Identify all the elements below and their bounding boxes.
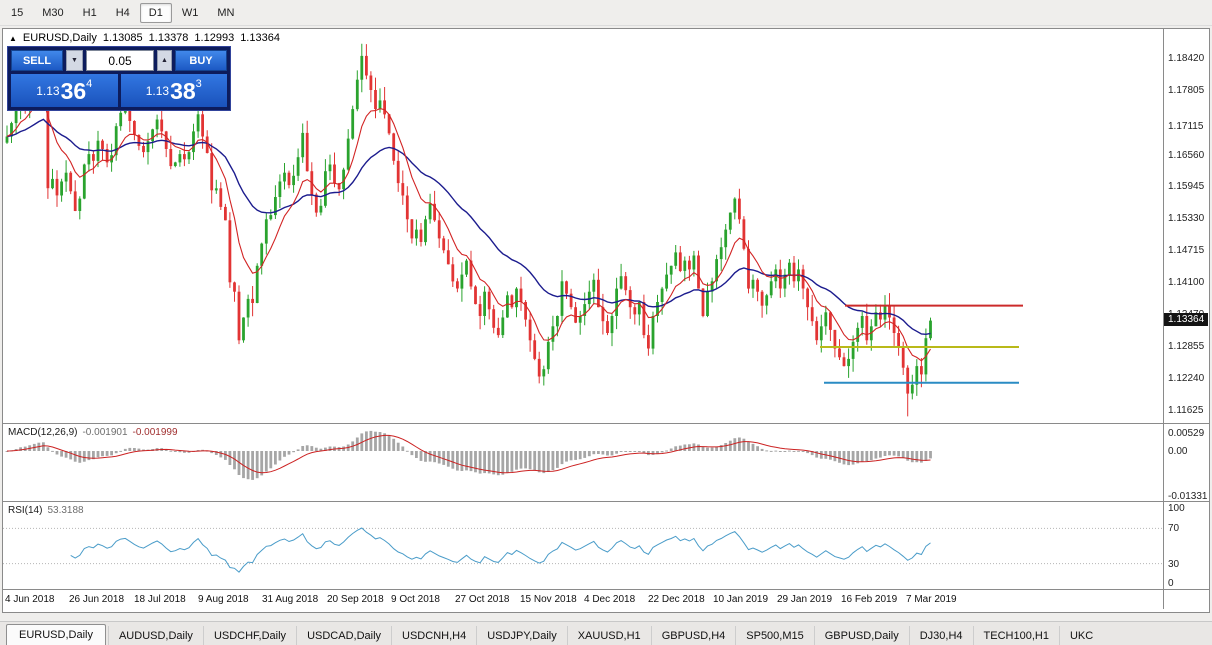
price-tick: 1.16560	[1168, 150, 1204, 161]
buy-price-point: 3	[196, 78, 202, 90]
price-tick: 1.14715	[1168, 245, 1204, 256]
chart-window: ▲ EURUSD,Daily 1.13085 1.13378 1.12993 1…	[2, 28, 1210, 613]
chart-tab-gbpusd-daily[interactable]: GBPUSD,Daily	[814, 626, 909, 645]
macd-pane: MACD(12,26,9)-0.001901-0.001999 0.005290…	[3, 423, 1209, 501]
date-tick: 16 Feb 2019	[841, 594, 897, 605]
rsi-tick: 30	[1168, 559, 1179, 570]
chart-tab-usdcad-daily[interactable]: USDCAD,Daily	[296, 626, 391, 645]
date-tick: 9 Aug 2018	[198, 594, 249, 605]
time-axis-corner	[1163, 590, 1209, 609]
rsi-axis: 100 70 30 0	[1163, 502, 1209, 589]
chart-symbol-label: EURUSD,Daily	[23, 32, 97, 44]
rsi-pane: RSI(14) 53.3188 100 70 30 0	[3, 501, 1209, 589]
chart-tab-sp500-m15[interactable]: SP500,M15	[735, 626, 813, 645]
price-tick: 1.11625	[1168, 405, 1203, 416]
price-tick: 1.17115	[1168, 121, 1203, 132]
volume-increase-button[interactable]: ▲	[157, 50, 172, 71]
price-chart-pane[interactable]: ▲ EURUSD,Daily 1.13085 1.13378 1.12993 1…	[3, 29, 1209, 423]
date-tick: 18 Jul 2018	[134, 594, 186, 605]
chart-tab-audusd-daily[interactable]: AUDUSD,Daily	[108, 626, 203, 645]
date-tick: 31 Aug 2018	[262, 594, 318, 605]
time-axis: 4 Jun 2018 26 Jun 2018 18 Jul 2018 9 Aug 20…	[3, 589, 1209, 609]
buy-price-display[interactable]: 1.13 38 3	[121, 74, 228, 107]
sell-price-prefix: 1.13	[36, 84, 59, 98]
timeframe-button-w1[interactable]: W1	[173, 3, 208, 23]
chevron-down-icon: ▼	[71, 57, 78, 64]
ohlc-open: 1.13085	[103, 32, 143, 44]
date-tick: 4 Dec 2018	[584, 594, 635, 605]
chart-tab-tech100-h1[interactable]: TECH100,H1	[973, 626, 1059, 645]
timeframe-toolbar: 15M30H1H4D1W1MN	[0, 0, 1212, 26]
current-price-badge: 1.13364	[1164, 313, 1208, 326]
date-tick: 10 Jan 2019	[713, 594, 768, 605]
chart-tab-usdchf-daily[interactable]: USDCHF,Daily	[203, 626, 296, 645]
sell-button[interactable]: SELL	[11, 50, 63, 71]
one-click-trading-panel: SELL ▼ 0.05 ▲ BUY 1.13 36 4 1.13 38 3	[7, 46, 231, 111]
rsi-tick: 100	[1168, 503, 1185, 514]
timeframe-button-m30[interactable]: M30	[33, 3, 72, 23]
chart-tab-xauusd-h1[interactable]: XAUUSD,H1	[567, 626, 651, 645]
date-tick: 26 Jun 2018	[69, 594, 124, 605]
macd-axis: 0.00529 0.00 -0.01331	[1163, 424, 1209, 501]
buy-price-prefix: 1.13	[146, 84, 169, 98]
volume-input[interactable]: 0.05	[86, 50, 154, 71]
buy-button[interactable]: BUY	[175, 50, 227, 71]
ohlc-high: 1.13378	[149, 32, 189, 44]
sell-price-display[interactable]: 1.13 36 4	[11, 74, 118, 107]
macd-signal-value: -0.001999	[133, 427, 178, 438]
chart-tab-usdcnh-h4[interactable]: USDCNH,H4	[391, 626, 476, 645]
date-tick: 7 Mar 2019	[906, 594, 957, 605]
sell-price-point: 4	[86, 78, 92, 90]
chart-tab-ukc[interactable]: UKC	[1059, 626, 1103, 645]
date-tick: 4 Jun 2018	[5, 594, 55, 605]
price-tick: 1.15330	[1168, 213, 1204, 224]
buy-price-pips: 38	[170, 79, 196, 103]
date-tick: 9 Oct 2018	[391, 594, 440, 605]
chart-tab-usdjpy-daily[interactable]: USDJPY,Daily	[476, 626, 567, 645]
rsi-tick: 0	[1168, 578, 1174, 589]
timeframe-button-15[interactable]: 15	[2, 3, 32, 23]
date-tick: 20 Sep 2018	[327, 594, 384, 605]
macd-label: MACD(12,26,9) -0.001901 -0.001999	[8, 427, 178, 438]
timeframe-button-d1[interactable]: D1	[140, 3, 172, 23]
ohlc-close: 1.13364	[240, 32, 280, 44]
price-tick: 1.17805	[1168, 85, 1204, 96]
rsi-tick: 70	[1168, 523, 1179, 534]
ohlc-low: 1.12993	[194, 32, 234, 44]
rsi-label: RSI(14) 53.3188	[8, 505, 84, 516]
price-tick: 1.12240	[1168, 373, 1204, 384]
macd-main-value: -0.001901	[82, 427, 127, 438]
date-tick: 22 Dec 2018	[648, 594, 705, 605]
chart-tab-dj30-h4[interactable]: DJ30,H4	[909, 626, 973, 645]
up-arrow-icon: ▲	[9, 34, 17, 43]
chart-tab-eurusd-daily[interactable]: EURUSD,Daily	[6, 624, 106, 645]
timeframe-button-h4[interactable]: H4	[107, 3, 139, 23]
rsi-value: 53.3188	[47, 505, 83, 516]
macd-name: MACD(12,26,9)	[8, 427, 77, 438]
sell-price-pips: 36	[61, 79, 87, 103]
macd-tick: 0.00	[1168, 446, 1187, 457]
chart-tab-bar: EURUSD,DailyAUDUSD,DailyUSDCHF,DailyUSDC…	[0, 621, 1212, 645]
timeframe-button-mn[interactable]: MN	[208, 3, 243, 23]
rsi-name: RSI(14)	[8, 505, 42, 516]
date-tick: 15 Nov 2018	[520, 594, 577, 605]
chevron-up-icon: ▲	[161, 57, 168, 64]
price-tick: 1.15945	[1168, 181, 1204, 192]
chart-ohlc-label: ▲ EURUSD,Daily 1.13085 1.13378 1.12993 1…	[9, 32, 280, 44]
rsi-chart	[3, 502, 1163, 589]
timeframe-button-h1[interactable]: H1	[74, 3, 106, 23]
price-tick: 1.14100	[1168, 277, 1204, 288]
price-tick: 1.12855	[1168, 341, 1204, 352]
price-tick: 1.18420	[1168, 53, 1204, 64]
date-tick: 27 Oct 2018	[455, 594, 509, 605]
order-options-dropdown[interactable]: ▼	[66, 50, 83, 71]
macd-tick: -0.01331	[1168, 491, 1207, 501]
price-axis: 1.18420 1.17805 1.17115 1.16560 1.15945 1.153…	[1163, 29, 1209, 423]
date-tick: 29 Jan 2019	[777, 594, 832, 605]
chart-tab-gbpusd-h4[interactable]: GBPUSD,H4	[651, 626, 736, 645]
macd-tick: 0.00529	[1168, 428, 1204, 439]
